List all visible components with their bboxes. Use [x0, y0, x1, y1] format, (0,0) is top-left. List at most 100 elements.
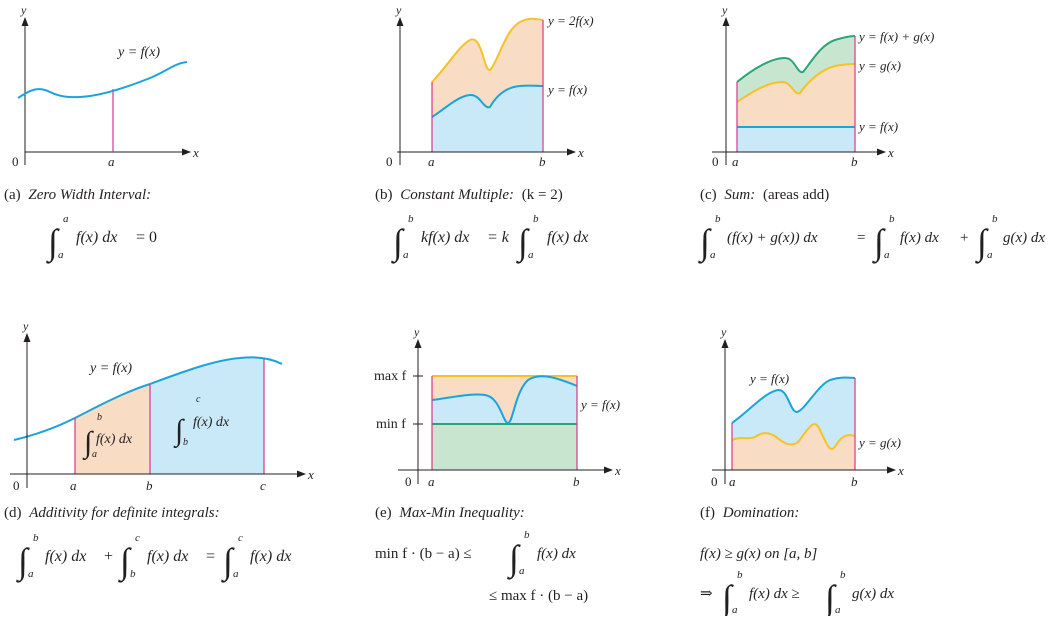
panel-a-rhs: = 0 — [136, 229, 157, 246]
panel-b-lower-limit-1: a — [403, 249, 409, 261]
panel-b-upper-limit-2: b — [533, 213, 539, 225]
panel-d: y x 0 a b c y = f(x) ∫ b a f(x) dx ∫ c b… — [4, 319, 314, 583]
panel-e-formula-line1-lhs: min f · (b − a) ≤ — [375, 546, 472, 562]
panel-c-plus: + — [960, 230, 968, 246]
panel-b-a-tick-label: a — [428, 154, 435, 169]
panel-e-max-label: max f — [374, 369, 407, 384]
panel-a-curve-f — [17, 61, 188, 99]
integral-sign: ∫ — [16, 541, 30, 583]
panel-a-upper-limit: a — [63, 213, 69, 225]
panel-f-caption: (f) Domination: — [700, 505, 799, 521]
panel-f-b-tick-label: b — [851, 474, 858, 489]
panel-e-formula: min f · (b − a) ≤ ∫ b a f(x) dx ≤ max f … — [375, 529, 588, 604]
panel-a-integrand: f(x) dx — [76, 229, 117, 246]
panel-c-y-axis-label: y — [721, 3, 728, 17]
panel-d-region-1-upper: b — [97, 412, 102, 423]
panel-d-x-axis-label: x — [307, 467, 314, 482]
panel-e-x-axis-label: x — [614, 463, 621, 478]
panel-b-label-2f: y = 2f(x) — [546, 13, 594, 28]
panel-d-upper-limit-3: c — [238, 532, 243, 544]
integral-sign: ∫ — [118, 541, 132, 583]
panel-e-min-label: min f — [376, 417, 406, 432]
panel-c-upper-limit-3: b — [992, 213, 998, 225]
panel-f-caption-title: Domination: — [722, 505, 800, 521]
panel-e-y-axis-label: y — [413, 325, 420, 339]
panel-b-lhs-integrand: kf(x) dx — [421, 229, 469, 246]
panel-c-rhs-integrand: g(x) dx — [1003, 230, 1045, 246]
panel-e-upper-limit: b — [524, 529, 530, 541]
integral-sign: ∫ — [823, 578, 837, 616]
panel-b-label-f: y = f(x) — [546, 82, 587, 97]
panel-d-integrand-2: f(x) dx — [147, 548, 188, 565]
panel-d-caption: (d) Additivity for definite integrals: — [4, 505, 220, 521]
panel-c-caption-title: Sum: — [724, 187, 755, 203]
panel-e-fill-green — [432, 424, 577, 470]
panel-d-y-axis-label: y — [22, 319, 29, 333]
panel-d-caption-title: Additivity for definite integrals: — [28, 505, 219, 521]
panel-c-axes: y x 0 a b — [712, 3, 894, 169]
panel-b-curve-f — [431, 84, 544, 118]
panel-c-origin-label: 0 — [712, 154, 719, 169]
panel-a-axes: y x 0 a — [12, 3, 199, 169]
panel-b-upper-limit-1: b — [408, 213, 414, 225]
panel-f-label-f: y = f(x) — [748, 371, 789, 386]
panel-b-caption-title: Constant Multiple: — [400, 187, 514, 203]
panel-d-integrand-3: f(x) dx — [250, 548, 291, 565]
panel-b-curve-2f — [431, 17, 544, 83]
panel-f-fill-orange — [732, 424, 855, 470]
panel-d-region-1-integrand: f(x) dx — [96, 432, 133, 447]
panel-b-b-tick-label: b — [539, 154, 546, 169]
panel-a-lower-limit: a — [58, 249, 64, 261]
panel-d-fill-region-2 — [150, 357, 264, 474]
panel-f-upper-limit-2: b — [840, 569, 846, 581]
panel-c-caption-note: (areas add) — [763, 187, 829, 203]
panel-f: y x 0 a b y = f(x) y = g(x) (f) Dominati… — [700, 325, 904, 620]
panel-c-curve-sum — [736, 35, 856, 83]
panel-b-lower-limit-2: a — [528, 249, 534, 261]
panel-d-formula: ∫ b a f(x) dx + ∫ c b f(x) dx = ∫ c a f(… — [16, 532, 291, 583]
panel-c-caption-letter: (c) — [700, 187, 717, 203]
panel-f-formula: f(x) ≥ g(x) on [a, b] ⇒ ∫ b a f(x) dx ≥ … — [700, 546, 894, 620]
panel-e-formula-line2: ≤ max f · (b − a) — [489, 588, 588, 604]
panel-d-lower-limit-2: b — [130, 568, 136, 580]
panel-f-rhs-integrand: g(x) dx — [852, 586, 894, 602]
integral-sign: ∫ — [720, 578, 734, 616]
panel-b-origin-label: 0 — [386, 154, 393, 169]
panel-d-curve-label: y = f(x) — [88, 361, 132, 376]
panel-e-curve-label: y = f(x) — [579, 397, 620, 412]
panel-c-b-tick-label: b — [851, 154, 858, 169]
panel-c-formula: ∫ b a (f(x) + g(x)) dx = ∫ b a f(x) dx +… — [698, 213, 1045, 264]
panel-c-lower-limit-2: a — [884, 249, 890, 261]
panel-c-lhs-integrand: (f(x) + g(x)) dx — [727, 230, 818, 246]
panel-c-curve-g — [736, 63, 856, 103]
panel-f-x-axis-label: x — [897, 463, 904, 478]
panel-f-lower-limit-1: a — [732, 604, 738, 616]
panel-b-rhs-integrand: f(x) dx — [547, 229, 588, 246]
panel-c-fill-blue — [737, 127, 855, 152]
panel-d-plus: + — [104, 548, 113, 565]
panel-d-region-2-upper: c — [196, 394, 201, 405]
panel-e-b-tick-label: b — [573, 474, 580, 489]
panel-b-x-axis-label: x — [577, 145, 584, 160]
panel-d-region-1-lower: a — [92, 449, 97, 460]
panel-c-eq: = — [857, 230, 865, 246]
panel-d-caption-letter: (d) — [4, 505, 22, 521]
panel-e-lower-limit: a — [519, 565, 525, 577]
panel-b-caption-note: (k = 2) — [522, 187, 563, 203]
panel-a-caption: (a) Zero Width Interval: — [4, 187, 151, 203]
panel-e-axes: y x 0 a b — [398, 325, 621, 489]
integral-sign: ∫ — [975, 222, 989, 264]
panel-d-axes: y x 0 a b c — [10, 319, 314, 493]
panel-e-origin-label: 0 — [405, 474, 412, 489]
panel-f-lower-limit-2: a — [835, 604, 841, 616]
panel-c-lower-limit-1: a — [710, 249, 716, 261]
panel-c-label-f: y = f(x) — [857, 119, 898, 134]
panel-c-x-axis-label: x — [887, 145, 894, 160]
panel-d-origin-label: 0 — [13, 478, 20, 493]
panel-e-integrand: f(x) dx — [537, 546, 576, 562]
panel-e-a-tick-label: a — [428, 474, 435, 489]
panel-c: y x 0 a b y = f(x) + g(x) y = g(x) y = f… — [698, 3, 1045, 264]
panel-f-origin-label: 0 — [711, 474, 718, 489]
panel-a-y-axis-label: y — [20, 3, 27, 17]
